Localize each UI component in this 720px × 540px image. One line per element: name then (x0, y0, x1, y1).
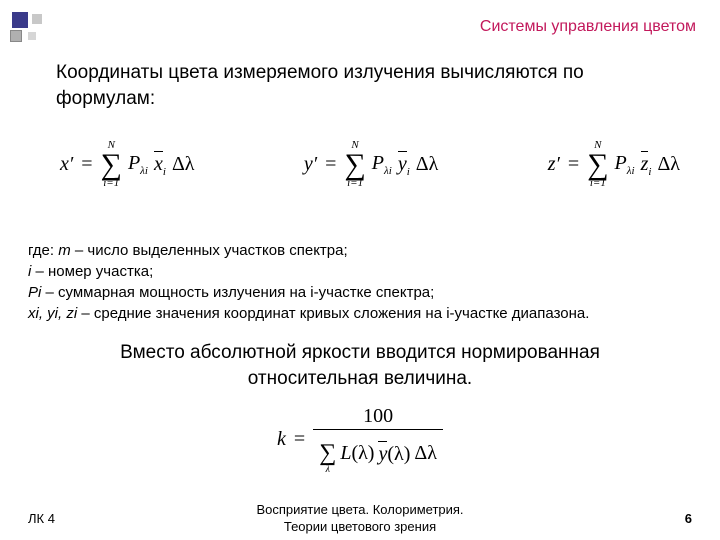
formula-y: y′ = N ∑ i=1 Pλi yi Δλ (304, 140, 439, 189)
header-label: Системы управления цветом (480, 18, 696, 36)
where-line-1: где: m – число выделенных участков спект… (28, 240, 700, 261)
corner-decor (10, 10, 50, 50)
formula-x: x′ = N ∑ i=1 Pλi xi Δλ (60, 140, 195, 189)
where-line-4: xi, yi, zi – средние значения координат … (28, 303, 700, 324)
formula-k: k = 100 ∑ λ L(λ) y(λ) Δλ (0, 405, 720, 475)
intro-text: Координаты цвета измеряемого излучения в… (56, 60, 680, 111)
where-block: где: m – число выделенных участков спект… (28, 240, 700, 324)
page-number: 6 (685, 511, 692, 526)
where-line-2: i – номер участка; (28, 261, 700, 282)
footer-left: ЛК 4 (28, 511, 55, 526)
formula-row: x′ = N ∑ i=1 Pλi xi Δλ y′ = N ∑ i=1 Pλi … (60, 140, 680, 189)
footer-center: Восприятие цвета. Колориметрия. Теории ц… (210, 502, 510, 535)
formula-z: z′ = N ∑ i=1 Pλi zi Δλ (548, 140, 680, 189)
second-paragraph: Вместо абсолютной яркости вводится норми… (60, 340, 660, 391)
where-line-3: Pi – суммарная мощность излучения на i-у… (28, 282, 700, 303)
footer: ЛК 4 Восприятие цвета. Колориметрия. Тео… (28, 511, 692, 526)
